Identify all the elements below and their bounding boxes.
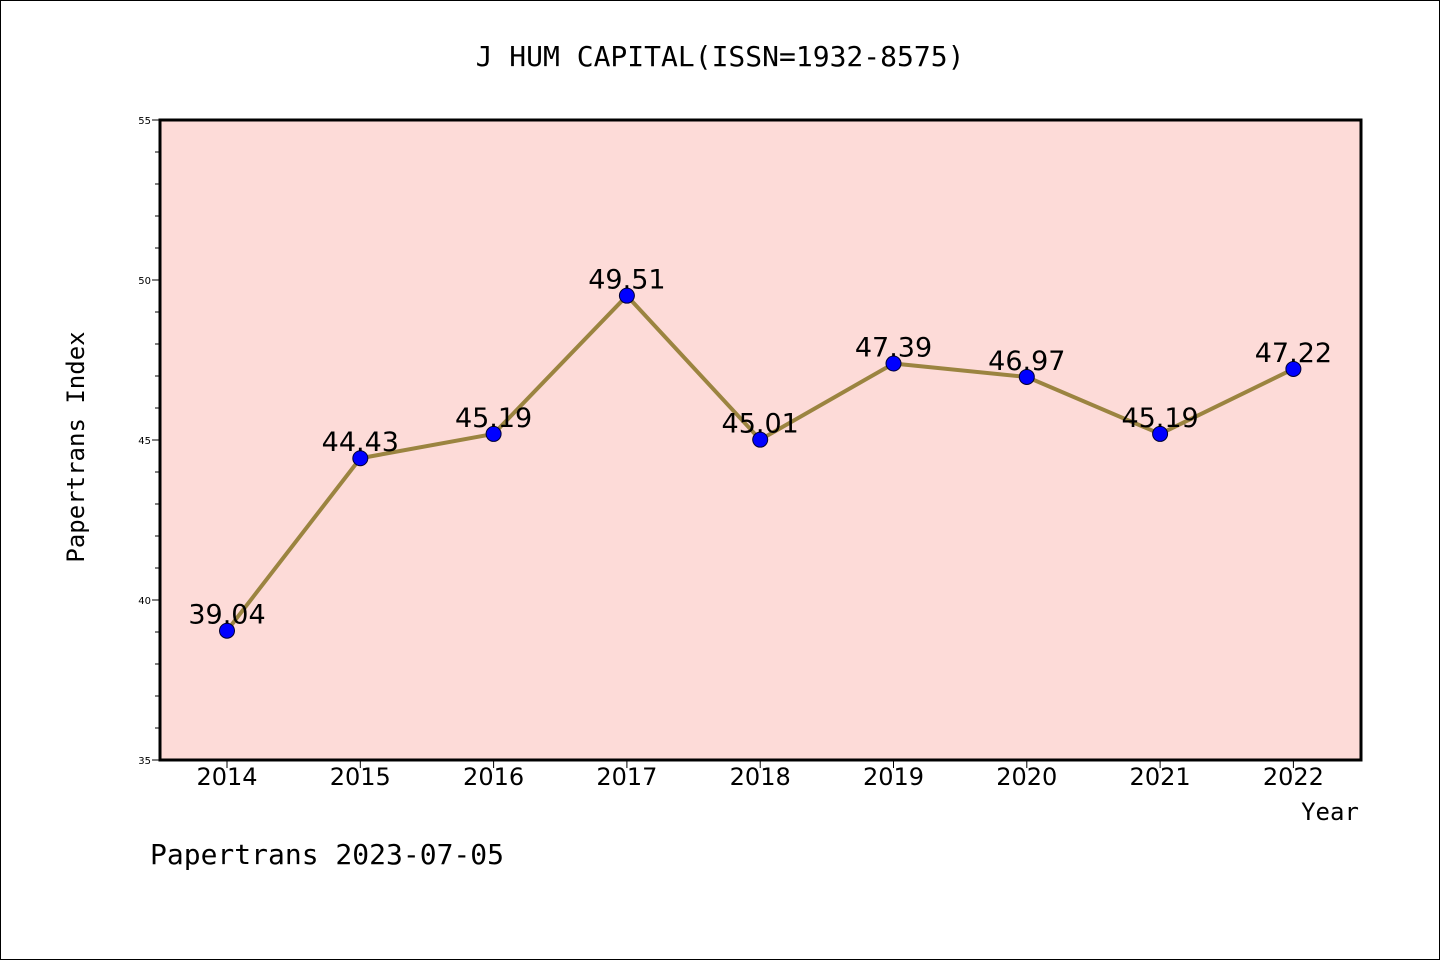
data-point bbox=[1018, 368, 1035, 385]
data-label: 47.39 bbox=[855, 333, 932, 364]
x-tick-label: 2020 bbox=[996, 763, 1057, 791]
data-point bbox=[485, 425, 502, 442]
x-tick-label: 2022 bbox=[1263, 763, 1324, 791]
series-markers bbox=[219, 287, 1302, 639]
y-axis-label: Papertrans Index bbox=[62, 331, 90, 562]
x-tick-label: 2017 bbox=[596, 763, 657, 791]
data-point bbox=[1152, 425, 1169, 442]
x-tick-label: 2018 bbox=[730, 763, 791, 791]
x-tick-label: 2016 bbox=[463, 763, 524, 791]
data-label: 46.97 bbox=[988, 346, 1065, 377]
data-label: 39.04 bbox=[188, 600, 265, 631]
data-labels: 39.04 44.43 45.19 49.51 45.01 47.39 46.97 45.19… bbox=[188, 265, 1332, 631]
footer-caption: Papertrans 2023-07-05 bbox=[150, 838, 504, 871]
data-point bbox=[618, 287, 635, 304]
x-axis: 2014 2015 2016 2017 2018 2019 2020 2021 2022 bbox=[196, 760, 1324, 791]
data-point bbox=[1285, 360, 1302, 377]
data-label: 45.19 bbox=[455, 403, 532, 434]
y-tick-label: 55 bbox=[138, 116, 151, 127]
x-tick-label: 2019 bbox=[863, 763, 924, 791]
data-label: 44.43 bbox=[322, 427, 399, 458]
data-point bbox=[219, 622, 235, 639]
y-tick-label: 35 bbox=[138, 756, 151, 767]
data-point bbox=[885, 355, 902, 372]
x-tick-label: 2015 bbox=[330, 763, 391, 791]
x-tick-label: 2021 bbox=[1130, 763, 1191, 791]
data-label: 45.19 bbox=[1121, 403, 1198, 434]
chart-title: J HUM CAPITAL(ISSN=1932-8575) bbox=[476, 40, 965, 73]
x-tick-label: 2014 bbox=[196, 763, 257, 791]
data-label: 47.22 bbox=[1255, 338, 1332, 369]
y-axis: 35 40 45 50 55 bbox=[138, 116, 160, 767]
y-tick-label: 45 bbox=[138, 436, 151, 447]
data-label: 49.51 bbox=[588, 265, 665, 296]
data-point bbox=[352, 450, 369, 467]
data-label: 45.01 bbox=[722, 409, 799, 440]
y-tick-label: 40 bbox=[138, 596, 151, 607]
x-axis-label: Year bbox=[1301, 798, 1359, 826]
y-tick-label: 50 bbox=[138, 276, 151, 287]
data-point bbox=[752, 431, 769, 448]
